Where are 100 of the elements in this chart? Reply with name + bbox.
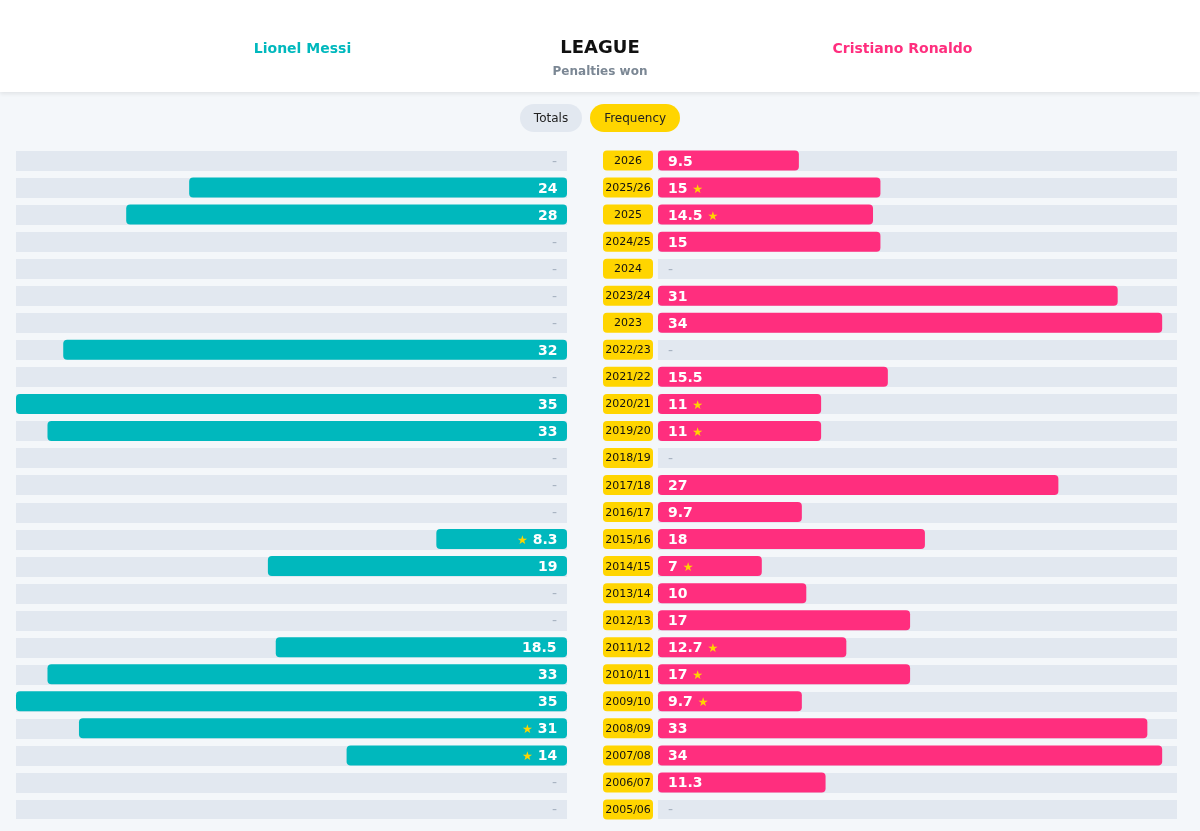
bar <box>63 339 567 360</box>
data-label: 11 ★ <box>668 422 704 440</box>
data-label: 15.5 <box>668 368 703 385</box>
data-label: ★ 14 <box>522 747 558 765</box>
y-tick-label: 2023/24 <box>605 289 651 303</box>
bar <box>658 231 881 252</box>
data-label: 28 <box>538 206 558 223</box>
data-label: 9.7 ★ <box>668 693 709 711</box>
bar <box>267 556 567 577</box>
y-tick-label: 2024 <box>614 262 642 276</box>
bar <box>658 312 1163 333</box>
data-label: 33 <box>668 720 688 737</box>
y-tick-label: 2014/15 <box>605 559 651 573</box>
y-tick-label: 2018/19 <box>605 451 651 465</box>
y-tick-label: 2025 <box>614 208 642 222</box>
data-label: ★ 31 <box>522 720 558 738</box>
data-label: 34 <box>668 314 688 331</box>
bar <box>658 610 911 631</box>
bar <box>658 150 799 171</box>
y-tick-label: 2008/09 <box>605 721 651 735</box>
data-label: 9.5 <box>668 152 693 169</box>
bar <box>16 393 567 414</box>
data-label: 17 <box>668 612 688 629</box>
text: - <box>552 504 558 521</box>
text: Totals <box>519 104 583 132</box>
text: - <box>552 233 558 250</box>
bar <box>658 420 822 441</box>
data-label: 18.5 <box>522 639 557 656</box>
y-tick-label: 2009/10 <box>605 694 651 708</box>
y-tick-label: 2017/18 <box>605 478 651 492</box>
y-tick-label: 2012/13 <box>605 613 651 627</box>
data-label: 11 ★ <box>668 395 704 413</box>
bar <box>658 718 1148 739</box>
data-label: 17 ★ <box>668 666 704 684</box>
chart-title: LEAGUE <box>560 36 640 57</box>
bar <box>658 556 762 577</box>
bar <box>16 691 567 712</box>
y-tick-label: 2024/25 <box>605 235 651 249</box>
y-tick-label: 2020/21 <box>605 397 651 411</box>
bar <box>658 502 802 523</box>
bar <box>658 204 874 225</box>
text: - <box>552 612 558 629</box>
bar <box>436 529 567 550</box>
y-tick-label: 2023 <box>614 316 642 330</box>
bar <box>658 772 826 793</box>
y-tick-label: 2015/16 <box>605 532 651 546</box>
text: - <box>552 314 558 331</box>
bar <box>658 691 802 712</box>
text: - <box>668 801 674 818</box>
y-tick-label: 2022/23 <box>605 343 651 357</box>
bar <box>658 745 1163 766</box>
bar <box>78 718 567 739</box>
data-label: 33 <box>538 666 558 683</box>
bar <box>658 393 822 414</box>
bar <box>658 177 881 198</box>
bar <box>189 177 567 198</box>
data-label: 15 ★ <box>668 179 704 197</box>
text: - <box>668 341 674 358</box>
data-label: 31 <box>668 287 688 304</box>
y-tick-label: 2006/07 <box>605 775 651 789</box>
y-tick-label: 2013/14 <box>605 586 651 600</box>
bar <box>658 664 911 685</box>
text: - <box>552 368 558 385</box>
text: Cristiano Ronaldo <box>832 40 973 56</box>
bar <box>658 366 888 387</box>
text: Frequency <box>590 104 681 132</box>
text: - <box>552 152 558 169</box>
bar <box>126 204 567 225</box>
bar <box>658 285 1118 306</box>
bar <box>47 664 567 685</box>
data-label: 35 <box>538 693 558 710</box>
bar <box>47 420 567 441</box>
y-tick-label: 2026 <box>614 154 642 168</box>
data-label: 19 <box>538 558 558 575</box>
text: - <box>552 477 558 493</box>
text: - <box>552 585 558 602</box>
y-tick-label: 2005/06 <box>605 802 651 816</box>
text: Lionel Messi <box>253 40 352 56</box>
text: - <box>552 449 558 466</box>
data-label: 9.7 <box>668 504 693 521</box>
y-tick-label: 2011/12 <box>605 640 651 654</box>
data-label: 35 <box>538 395 558 412</box>
data-label: 15 <box>668 233 688 250</box>
text: - <box>552 774 558 791</box>
data-label: 34 <box>668 747 688 764</box>
y-tick-label: 2025/26 <box>605 181 651 195</box>
bar <box>346 745 567 766</box>
data-label: 27 <box>668 477 688 493</box>
bar <box>275 637 567 658</box>
bar <box>658 529 925 550</box>
text: - <box>668 449 674 466</box>
data-label: 12.7 ★ <box>668 639 719 657</box>
text: Penalties won <box>551 64 649 78</box>
data-label: 24 <box>538 179 558 196</box>
text: - <box>552 287 558 304</box>
data-label: 10 <box>668 585 688 602</box>
data-label: 14.5 ★ <box>668 206 719 224</box>
text: - <box>668 260 674 277</box>
y-tick-label: 2016/17 <box>605 505 651 519</box>
y-tick-label: 2007/08 <box>605 748 651 762</box>
